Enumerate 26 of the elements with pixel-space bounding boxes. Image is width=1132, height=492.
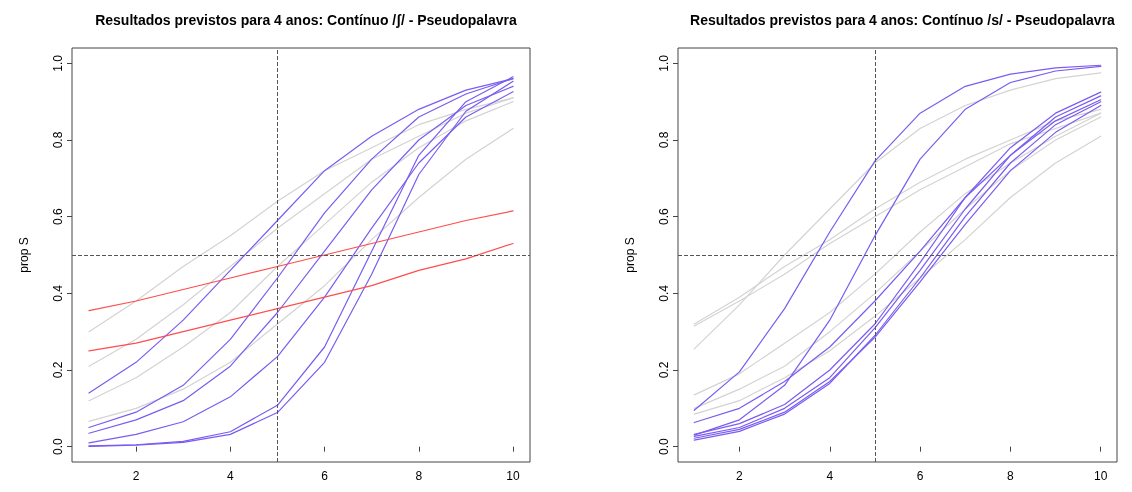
chart-title: Resultados previstos para 4 anos: Contínuo /s/ - Pseudopalavra <box>690 12 1116 28</box>
y-tick-label: 0.2 <box>657 361 671 379</box>
x-tick-label: 10 <box>506 469 521 483</box>
y-tick-label: 1.0 <box>657 54 671 72</box>
y-axis-title: prop S <box>17 237 31 273</box>
y-tick-label: 0.6 <box>657 208 671 226</box>
x-tick-label: 6 <box>916 469 924 483</box>
x-tick-label: 10 <box>1094 469 1108 483</box>
x-tick-label: 4 <box>226 469 234 483</box>
y-tick-label: 0.8 <box>657 131 671 149</box>
x-tick-label: 2 <box>132 469 140 483</box>
y-tick-label: 0.4 <box>51 284 65 302</box>
x-tick-label: 8 <box>1007 469 1015 483</box>
chart-title: Resultados previstos para 4 anos: Contínuo /ʃ/ - Pseudopalavra <box>95 12 518 28</box>
y-tick-label: 0.0 <box>657 438 671 456</box>
y-tick-label: 0.6 <box>51 208 65 226</box>
x-tick-label: 2 <box>736 469 744 483</box>
y-tick-label: 1.0 <box>51 54 65 72</box>
x-tick-label: 4 <box>826 469 834 483</box>
y-tick-label: 0.2 <box>51 361 65 379</box>
y-tick-label: 0.8 <box>51 131 65 149</box>
y-tick-label: 0.4 <box>657 284 671 302</box>
x-tick-label: 6 <box>321 469 329 483</box>
y-tick-label: 0.0 <box>51 438 65 456</box>
x-tick-label: 8 <box>415 469 423 483</box>
y-axis-title: prop S <box>623 237 637 273</box>
